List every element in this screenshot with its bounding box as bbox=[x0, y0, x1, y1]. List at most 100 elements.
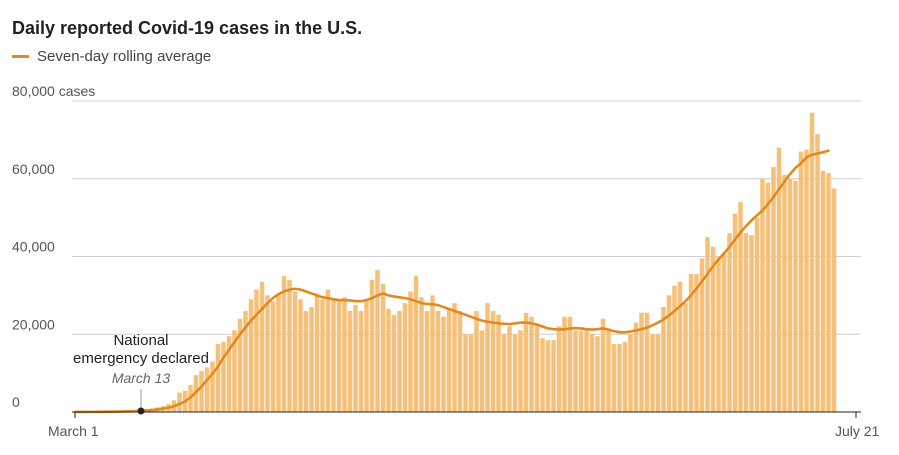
bar-daily-cases bbox=[567, 316, 573, 412]
bar-daily-cases bbox=[831, 188, 837, 412]
bar-daily-cases bbox=[331, 299, 336, 412]
bar-daily-cases bbox=[655, 334, 661, 412]
bar-daily-cases bbox=[490, 310, 496, 412]
bar-daily-cases bbox=[518, 330, 523, 412]
bar-daily-cases bbox=[617, 343, 622, 412]
bar-daily-cases bbox=[408, 291, 413, 412]
bar-daily-cases bbox=[793, 180, 798, 412]
bar-daily-cases bbox=[424, 310, 430, 412]
bar-daily-cases bbox=[622, 342, 628, 412]
bar-daily-cases bbox=[556, 326, 562, 412]
bar-daily-cases bbox=[204, 367, 210, 412]
bar-daily-cases bbox=[177, 392, 182, 412]
bar-daily-cases bbox=[644, 312, 650, 412]
bar-daily-cases bbox=[507, 326, 512, 412]
bar-daily-cases bbox=[210, 361, 215, 412]
bar-daily-cases bbox=[457, 310, 463, 412]
bar-daily-cases bbox=[452, 303, 457, 412]
bar-daily-cases bbox=[287, 279, 292, 412]
bar-daily-cases bbox=[479, 330, 485, 412]
bar-daily-cases bbox=[270, 301, 276, 412]
bar-daily-cases bbox=[672, 285, 677, 412]
bar-daily-cases bbox=[562, 316, 567, 412]
bar-daily-cases bbox=[336, 299, 342, 412]
bar-daily-cases bbox=[474, 310, 479, 412]
bar-daily-cases bbox=[611, 343, 617, 412]
bar-daily-cases bbox=[666, 295, 672, 413]
bar-daily-cases bbox=[705, 237, 710, 412]
bar-daily-cases bbox=[468, 334, 474, 412]
bar-daily-cases bbox=[694, 273, 699, 412]
bar-daily-cases bbox=[798, 151, 804, 413]
bar-daily-cases bbox=[314, 293, 320, 412]
y-axis-labels: 0 20,000 40,000 60,000 80,000 cases bbox=[12, 83, 95, 410]
bar-daily-cases bbox=[512, 334, 518, 412]
bar-daily-cases bbox=[215, 343, 221, 412]
bar-daily-cases bbox=[677, 281, 683, 412]
bar-daily-cases bbox=[441, 316, 446, 412]
bar-daily-cases bbox=[540, 338, 545, 412]
bar-daily-cases bbox=[606, 328, 611, 412]
x-tick-label-end: July 21 bbox=[835, 423, 880, 439]
bar-daily-cases bbox=[804, 149, 809, 412]
y-tick-label: 40,000 bbox=[12, 239, 55, 255]
bar-daily-cases bbox=[226, 336, 232, 412]
bar-daily-cases bbox=[743, 233, 749, 412]
bar-daily-cases bbox=[463, 334, 468, 412]
bar-daily-cases bbox=[496, 314, 501, 412]
bar-daily-cases bbox=[435, 310, 441, 412]
bar-daily-cases bbox=[369, 279, 375, 412]
bar-daily-cases bbox=[787, 178, 793, 412]
bar-daily-cases bbox=[254, 289, 259, 412]
bar-daily-cases bbox=[309, 307, 314, 412]
bar-daily-cases bbox=[699, 258, 705, 412]
bar-daily-cases bbox=[589, 334, 595, 412]
bar-daily-cases bbox=[545, 340, 551, 412]
bar-daily-cases bbox=[364, 299, 369, 412]
x-tick-label-start: March 1 bbox=[48, 423, 99, 439]
bar-daily-cases bbox=[710, 246, 716, 412]
bar-daily-cases bbox=[683, 303, 688, 412]
bar-daily-cases bbox=[633, 322, 639, 412]
bar-daily-cases bbox=[661, 307, 666, 412]
bar-daily-cases bbox=[446, 308, 452, 412]
bar-daily-cases bbox=[485, 303, 490, 412]
bar-daily-cases bbox=[413, 275, 419, 412]
bar-daily-cases bbox=[820, 170, 826, 412]
bar-daily-cases bbox=[265, 295, 270, 413]
bar-daily-cases bbox=[776, 147, 782, 412]
y-tick-label: 80,000 cases bbox=[12, 83, 95, 99]
bar-daily-cases bbox=[782, 174, 787, 412]
bar-daily-cases bbox=[628, 334, 633, 412]
bar-daily-cases bbox=[534, 324, 540, 412]
legend-swatch-rolling-average bbox=[12, 55, 29, 58]
bar-daily-cases bbox=[523, 312, 529, 412]
annotation-emergency: National emergency declared March 13 bbox=[73, 332, 209, 415]
bar-daily-cases bbox=[826, 172, 831, 412]
bar-daily-cases bbox=[281, 275, 287, 412]
bar-daily-cases bbox=[765, 182, 771, 412]
bar-daily-cases bbox=[600, 318, 606, 412]
bar-daily-cases bbox=[243, 310, 248, 412]
bar-daily-cases bbox=[303, 310, 309, 412]
bar-daily-cases bbox=[402, 303, 408, 412]
bar-daily-cases bbox=[237, 318, 243, 412]
bar-daily-cases bbox=[727, 233, 732, 412]
legend: Seven-day rolling average bbox=[12, 48, 211, 65]
bar-daily-cases bbox=[721, 252, 727, 412]
bar-daily-cases bbox=[199, 371, 204, 412]
y-tick-label: 60,000 bbox=[12, 161, 55, 177]
y-tick-label: 0 bbox=[12, 394, 20, 410]
bar-daily-cases bbox=[380, 283, 386, 412]
bar-daily-cases bbox=[375, 270, 380, 412]
bar-daily-cases bbox=[771, 167, 776, 412]
legend-label-rolling-average: Seven-day rolling average bbox=[37, 48, 212, 65]
bar-daily-cases bbox=[298, 299, 303, 412]
bar-daily-cases bbox=[732, 213, 738, 412]
annotation-label-line2: emergency declared bbox=[73, 350, 209, 367]
bar-daily-cases bbox=[738, 202, 743, 412]
bar-daily-cases bbox=[716, 256, 721, 412]
annotation-label-line1: National bbox=[113, 332, 168, 349]
annotation-marker bbox=[137, 407, 145, 415]
bar-daily-cases bbox=[221, 342, 226, 412]
